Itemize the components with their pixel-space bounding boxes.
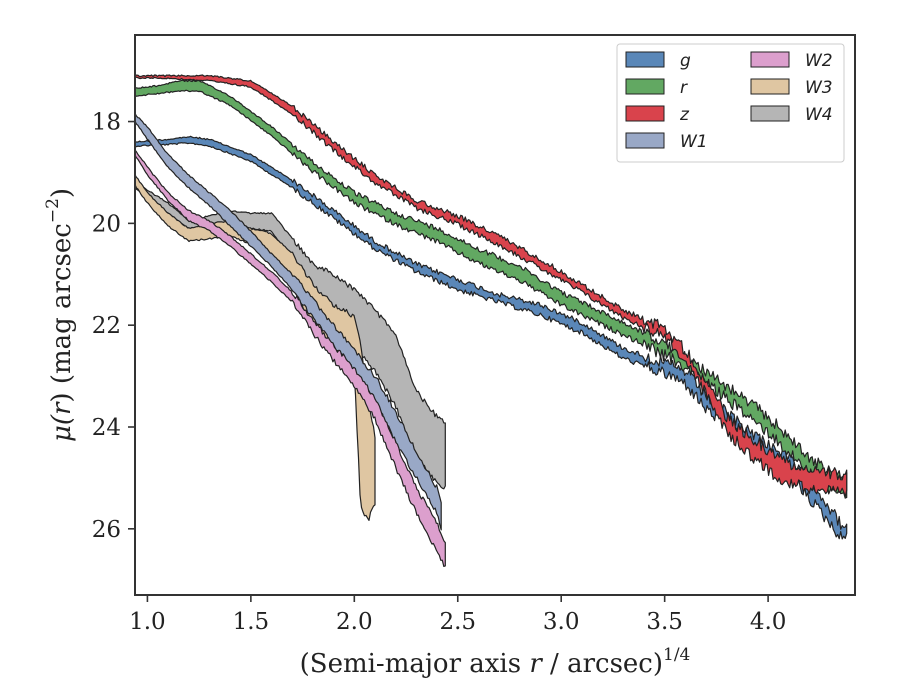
y-tick-label: 22 — [92, 313, 121, 339]
y-tick-label: 24 — [92, 415, 121, 441]
y-axis-label-close: ) — [47, 188, 77, 198]
series-layer — [134, 74, 848, 567]
series-band-r — [134, 79, 848, 499]
series-band-g — [134, 135, 848, 540]
x-tick-label: 2.0 — [336, 609, 373, 635]
legend-swatch-z — [625, 105, 665, 122]
x-tick-label: 2.5 — [439, 609, 476, 635]
legend-label-W2: W2 — [805, 51, 833, 71]
legend-label-W1: W1 — [680, 132, 708, 152]
y-axis-label-mu: μ( — [47, 414, 77, 442]
series-band-z — [134, 74, 848, 498]
x-tick-label: 4.0 — [750, 609, 787, 635]
legend-swatch-W4 — [750, 105, 790, 122]
y-axis-label-tail: ) (mag arcsec — [47, 223, 77, 402]
x-axis: 1.0 1.5 2.0 2.5 3.0 3.5 4.0 — [129, 595, 786, 635]
y-axis-label: μ(r) (mag arcsec−2) — [43, 188, 77, 442]
x-axis-label-tail: / arcsec) — [542, 649, 663, 679]
y-axis-label-exponent: −2 — [43, 198, 63, 223]
x-axis-label-r: r — [529, 649, 543, 679]
y-tick-label: 18 — [92, 110, 121, 136]
legend-label-W3: W3 — [805, 78, 833, 98]
x-axis-label-exponent: 1/4 — [663, 645, 690, 665]
legend-label-W4: W4 — [805, 105, 833, 125]
legend-box — [616, 43, 845, 163]
x-axis-label-main: (Semi-major axis — [300, 649, 530, 679]
x-tick-label: 3.0 — [543, 609, 580, 635]
legend-label-z: z — [679, 105, 690, 125]
series-band-W2 — [134, 149, 446, 567]
y-axis: 18 20 22 24 26 — [92, 110, 135, 543]
legend-swatch-r — [625, 78, 665, 95]
legend-swatch-W2 — [750, 51, 790, 68]
x-tick-label: 1.5 — [233, 609, 270, 635]
y-axis-label-r: r — [47, 401, 77, 415]
legend-swatch-W3 — [750, 78, 790, 95]
x-axis-label: (Semi-major axis r / arcsec)1/4 — [300, 645, 691, 679]
x-tick-label: 3.5 — [646, 609, 683, 635]
plot-frame — [134, 34, 856, 596]
legend-label-r: r — [680, 78, 688, 98]
legend-swatch-W1 — [625, 132, 665, 149]
x-tick-label: 1.0 — [129, 609, 166, 635]
legend: grz W1 W2 W3 W4 — [616, 43, 845, 163]
series-band-W1 — [134, 112, 442, 531]
legend-swatch-g — [625, 51, 665, 68]
y-tick-label: 26 — [92, 517, 121, 543]
y-tick-label: 20 — [92, 211, 121, 237]
legend-label-g: g — [680, 51, 691, 71]
